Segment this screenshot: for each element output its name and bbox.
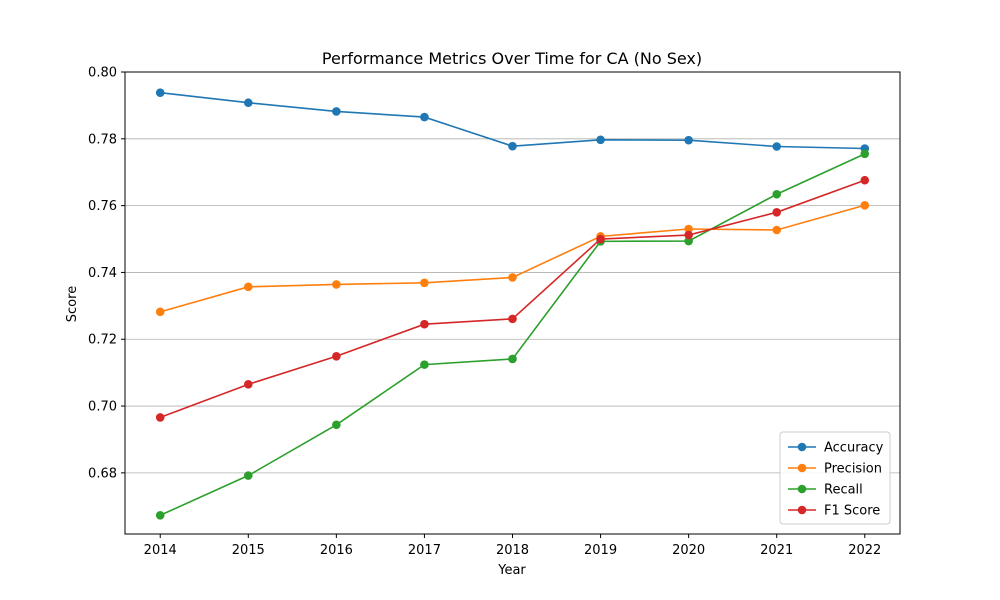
series-layer	[155, 88, 870, 520]
data-point-f1-score	[684, 230, 693, 240]
data-point-f1-score	[596, 234, 605, 244]
legend-swatch-marker	[797, 505, 807, 515]
data-point-f1-score	[860, 175, 870, 185]
data-point-precision	[860, 200, 870, 210]
legend-item-precision: Precision	[788, 462, 882, 477]
data-point-precision	[243, 282, 253, 292]
legend: Accuracy Precision Recall F1 Score	[779, 431, 891, 525]
data-point-accuracy	[243, 98, 253, 108]
y-tick-label: 0.74	[88, 266, 117, 281]
data-point-f1-score	[420, 319, 429, 329]
data-point-accuracy	[772, 142, 782, 151]
x-tick-label: 2018	[496, 543, 529, 558]
data-point-f1-score	[772, 208, 782, 217]
data-point-precision	[420, 278, 429, 288]
y-axis-label: Score	[65, 286, 80, 322]
data-point-recall	[684, 236, 693, 246]
legend-item-recall: Recall	[788, 483, 863, 498]
x-tick-label: 2021	[760, 543, 793, 558]
x-tick-label: 2015	[232, 543, 265, 558]
series-f1-score	[155, 175, 870, 422]
data-point-precision	[155, 307, 165, 317]
series-accuracy	[155, 88, 870, 153]
x-tick-label: 2014	[144, 543, 177, 558]
data-point-accuracy	[508, 141, 517, 151]
data-point-accuracy	[684, 135, 693, 145]
data-point-recall	[772, 189, 782, 199]
data-point-precision	[684, 224, 693, 234]
legend-label: Accuracy	[824, 441, 884, 456]
data-point-f1-score	[155, 413, 165, 422]
y-tick-label: 0.76	[88, 199, 117, 214]
legend-swatch-marker	[797, 484, 807, 494]
legend-item-f1-score: F1 Score	[788, 504, 880, 519]
legend-box	[779, 431, 891, 525]
series-precision	[155, 200, 870, 317]
x-axis-label: Year	[497, 563, 526, 578]
x-tick-label: 2016	[320, 543, 353, 558]
legend-swatch-marker	[797, 463, 807, 473]
data-point-f1-score	[243, 380, 253, 389]
data-point-accuracy	[155, 88, 165, 98]
data-point-accuracy	[420, 112, 429, 122]
y-axis: 0.68 0.70 0.72 0.74 0.76 0.78 0.80	[88, 66, 125, 481]
x-tick-label: 2020	[672, 543, 705, 558]
data-point-recall	[332, 420, 341, 430]
y-tick-label: 0.72	[88, 333, 117, 348]
y-tick-label: 0.80	[88, 66, 117, 81]
legend-item-accuracy: Accuracy	[788, 441, 884, 456]
data-point-precision	[332, 280, 341, 289]
y-tick-label: 0.68	[88, 466, 117, 481]
data-point-accuracy	[332, 107, 341, 116]
data-point-recall	[508, 354, 517, 364]
x-tick-label: 2022	[848, 543, 881, 558]
data-point-recall	[420, 360, 429, 369]
series-recall	[155, 149, 870, 520]
legend-label: Recall	[824, 483, 863, 498]
data-point-recall	[860, 149, 870, 159]
x-tick-label: 2019	[584, 543, 617, 558]
data-point-recall	[155, 510, 165, 520]
data-point-f1-score	[332, 351, 341, 361]
data-point-f1-score	[508, 314, 517, 324]
legend-swatch-marker	[797, 442, 807, 452]
x-tick-label: 2017	[408, 543, 441, 558]
data-point-precision	[508, 273, 517, 282]
data-point-precision	[772, 225, 782, 235]
data-point-recall	[243, 471, 253, 480]
chart-title: Performance Metrics Over Time for CA (No…	[322, 49, 702, 68]
legend-label: F1 Score	[824, 504, 880, 519]
data-point-accuracy	[596, 135, 605, 145]
legend-label: Precision	[824, 462, 882, 477]
x-axis: 2014 2015 2016 2017 2018 2019 2020 2021 2022	[144, 534, 881, 558]
y-tick-label: 0.70	[88, 400, 117, 415]
y-tick-label: 0.78	[88, 132, 117, 147]
